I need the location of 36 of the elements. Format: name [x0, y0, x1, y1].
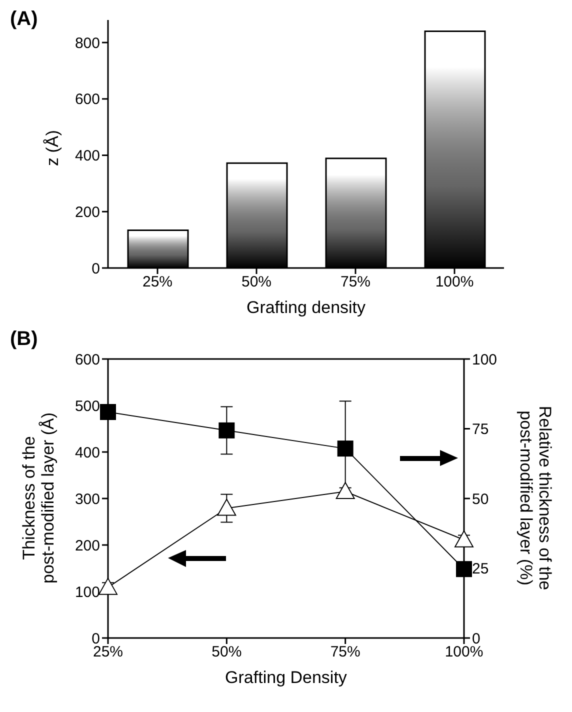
y-tick-label: 500 [74, 398, 100, 415]
chart-title: (B) [10, 328, 38, 351]
point [217, 498, 236, 516]
y-tick-label: 200 [74, 204, 100, 221]
y-tick-label: 400 [74, 148, 100, 165]
x-tick-label: 50% [241, 274, 272, 291]
point [336, 482, 355, 500]
x-tick-label: 75% [340, 274, 371, 291]
x-tick-label: 25% [142, 274, 173, 291]
x-axis-title: Grafting density [246, 298, 366, 317]
y2-tick-label: 50 [472, 490, 489, 508]
point [337, 440, 354, 457]
y-tick-label: 0 [92, 260, 100, 278]
y-tick-label: 400 [74, 444, 100, 462]
x-tick-label: 100% [435, 274, 474, 291]
y-axis-title: Thickness of the post-modified layer (Å) [20, 412, 58, 584]
point [100, 404, 116, 420]
y2-tick-label: 100 [472, 351, 498, 368]
y-tick-label: 600 [74, 351, 100, 368]
point [456, 561, 472, 578]
y-tick-label: 300 [74, 490, 100, 508]
point [454, 530, 474, 548]
y-tick-label: 600 [74, 91, 100, 108]
x-axis-title: Grafting Density [225, 668, 348, 687]
point [98, 578, 118, 595]
y2-tick-label: 75 [472, 421, 489, 438]
y-tick-label: 800 [74, 34, 100, 52]
y-axis-title: z (Å) [43, 130, 62, 166]
chart-title: (A) [10, 8, 38, 31]
y-tick-label: 100 [74, 584, 100, 601]
x-tick-label: 75% [330, 644, 360, 661]
y-tick-label: 200 [74, 537, 100, 554]
y2-tick-label: 25 [472, 560, 489, 578]
x-tick-label: 50% [212, 644, 242, 661]
y2-axis-title: Relative thickness of the post-modified layer (%) [516, 406, 554, 590]
point [218, 422, 235, 438]
